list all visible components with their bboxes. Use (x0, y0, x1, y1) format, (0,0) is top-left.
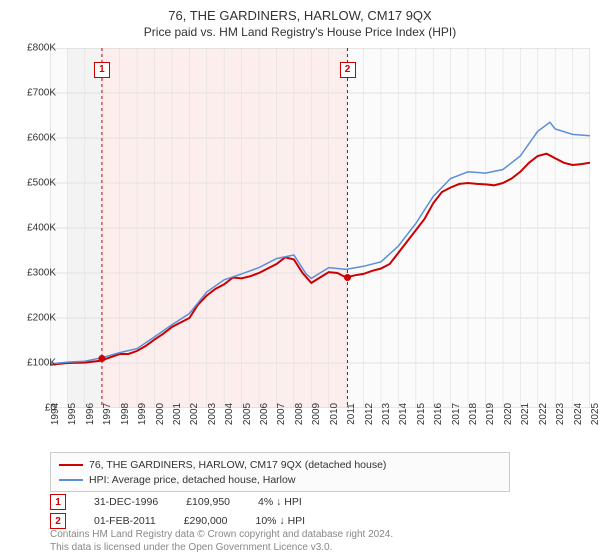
transaction-row-2: 2 01-FEB-2011 £290,000 10% ↓ HPI (50, 513, 305, 529)
footer-line1: Contains HM Land Registry data © Crown c… (50, 529, 393, 542)
transaction-date-1: 31-DEC-1996 (94, 496, 158, 508)
x-tick-label: 2006 (259, 403, 270, 425)
x-tick-label: 1997 (102, 403, 113, 425)
legend-swatch-hpi (59, 479, 83, 481)
y-tick-label: £300K (27, 268, 56, 279)
x-tick-label: 2001 (172, 403, 183, 425)
x-tick-label: 2002 (189, 403, 200, 425)
chart-marker-box: 1 (94, 62, 110, 78)
footer-line2: This data is licensed under the Open Gov… (50, 542, 393, 555)
x-tick-label: 1998 (120, 403, 131, 425)
x-tick-label: 2008 (294, 403, 305, 425)
legend-label-property: 76, THE GARDINERS, HARLOW, CM17 9QX (det… (89, 459, 386, 471)
legend-box: 76, THE GARDINERS, HARLOW, CM17 9QX (det… (50, 452, 510, 492)
transaction-marker-2: 2 (50, 513, 66, 529)
y-tick-label: £100K (27, 358, 56, 369)
x-tick-label: 1996 (85, 403, 96, 425)
chart-area (50, 48, 590, 408)
x-tick-label: 2004 (224, 403, 235, 425)
plot-svg (50, 48, 590, 408)
x-tick-label: 2007 (276, 403, 287, 425)
legend-swatch-property (59, 464, 83, 466)
y-tick-label: £200K (27, 313, 56, 324)
chart-title: 76, THE GARDINERS, HARLOW, CM17 9QX (0, 0, 600, 23)
x-tick-label: 2017 (451, 403, 462, 425)
x-tick-label: 2021 (520, 403, 531, 425)
x-tick-label: 2024 (573, 403, 584, 425)
transaction-price-2: £290,000 (184, 515, 228, 527)
footer: Contains HM Land Registry data © Crown c… (50, 529, 393, 554)
transaction-row-1: 1 31-DEC-1996 £109,950 4% ↓ HPI (50, 494, 302, 510)
transaction-diff-1: 4% ↓ HPI (258, 496, 302, 508)
x-tick-label: 2009 (311, 403, 322, 425)
y-tick-label: £500K (27, 178, 56, 189)
x-tick-label: 2003 (207, 403, 218, 425)
x-tick-label: 2015 (416, 403, 427, 425)
y-tick-label: £700K (27, 88, 56, 99)
x-tick-label: 2000 (155, 403, 166, 425)
y-tick-label: £400K (27, 223, 56, 234)
y-tick-label: £800K (27, 43, 56, 54)
x-tick-label: 2018 (468, 403, 479, 425)
x-tick-label: 2005 (242, 403, 253, 425)
x-tick-label: 2013 (381, 403, 392, 425)
x-tick-label: 2023 (555, 403, 566, 425)
x-tick-label: 2014 (398, 403, 409, 425)
legend-label-hpi: HPI: Average price, detached house, Harl… (89, 474, 295, 486)
chart-container: 76, THE GARDINERS, HARLOW, CM17 9QX Pric… (0, 0, 600, 560)
x-tick-label: 1995 (67, 403, 78, 425)
x-tick-label: 2022 (538, 403, 549, 425)
x-tick-label: 2010 (329, 403, 340, 425)
legend-row-property: 76, THE GARDINERS, HARLOW, CM17 9QX (det… (59, 457, 501, 472)
x-tick-label: 2016 (433, 403, 444, 425)
transaction-marker-1: 1 (50, 494, 66, 510)
transaction-diff-2: 10% ↓ HPI (255, 515, 305, 527)
y-tick-label: £600K (27, 133, 56, 144)
x-tick-label: 2011 (346, 403, 357, 425)
x-tick-label: 2012 (364, 403, 375, 425)
legend-row-hpi: HPI: Average price, detached house, Harl… (59, 472, 501, 487)
chart-marker-box: 2 (340, 62, 356, 78)
x-tick-label: 1994 (50, 403, 61, 425)
x-tick-label: 2019 (485, 403, 496, 425)
x-tick-label: 2025 (590, 403, 600, 425)
transaction-date-2: 01-FEB-2011 (94, 515, 156, 527)
transaction-price-1: £109,950 (186, 496, 230, 508)
x-tick-label: 1999 (137, 403, 148, 425)
chart-subtitle: Price paid vs. HM Land Registry's House … (0, 23, 600, 45)
x-tick-label: 2020 (503, 403, 514, 425)
